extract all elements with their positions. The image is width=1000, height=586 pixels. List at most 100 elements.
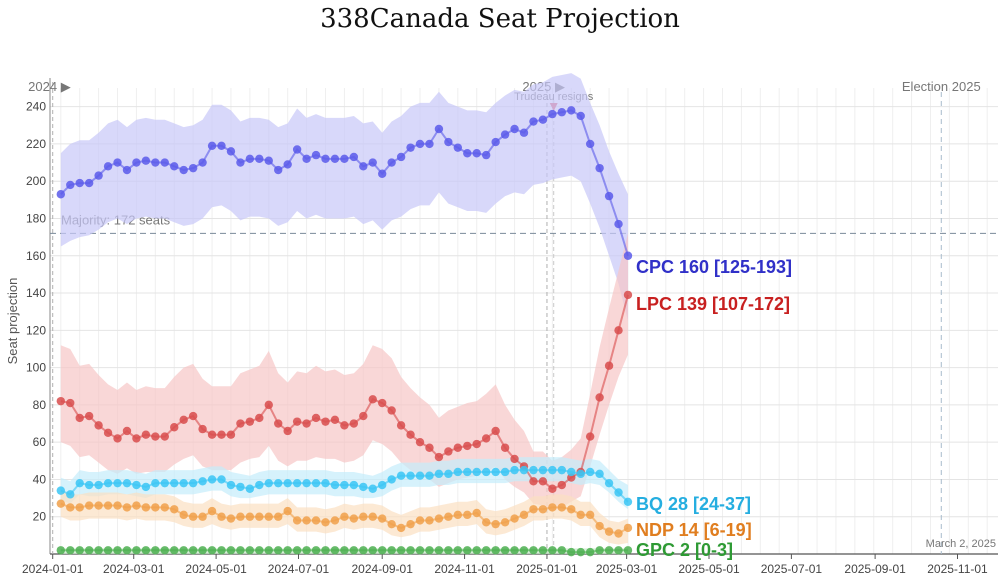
gpc-series <box>56 546 633 557</box>
gpc-point <box>368 546 377 555</box>
bq-point <box>481 467 491 477</box>
lpc-point <box>264 400 273 410</box>
cpc-point <box>396 152 406 162</box>
lpc-point <box>179 415 188 424</box>
lpc-point <box>538 477 548 486</box>
cpc-point <box>160 158 169 167</box>
lpc-point <box>198 424 207 434</box>
lpc-point <box>217 430 226 439</box>
gpc-point <box>444 546 453 555</box>
gpc-point <box>188 546 198 555</box>
bq-point <box>406 471 415 480</box>
cpc-point <box>604 191 614 201</box>
bq-point <box>141 482 151 492</box>
y-tick-label: 20 <box>33 510 47 524</box>
ndp-point <box>236 512 245 521</box>
cpc-point <box>444 137 453 147</box>
gpc-point <box>425 546 434 555</box>
cpc-point <box>255 154 264 164</box>
ndp-point <box>160 503 169 512</box>
bq-point <box>132 480 141 490</box>
cpc-point <box>122 165 132 175</box>
cpc-point <box>368 158 377 167</box>
gpc-point <box>75 546 84 555</box>
lpc-point <box>500 443 510 452</box>
cpc-final-label: CPC 160 [125-193] <box>636 257 792 277</box>
bq-point <box>188 478 198 488</box>
ndp-point <box>481 518 491 527</box>
bq-point <box>378 480 387 490</box>
gpc-point <box>463 546 472 555</box>
ndp-point <box>330 516 340 525</box>
cpc-point <box>538 115 548 124</box>
gpc-point <box>236 546 245 555</box>
bq-point <box>387 475 396 484</box>
bq-point <box>340 480 349 490</box>
bq-final-label: BQ 28 [24-37] <box>636 494 751 514</box>
gpc-point <box>255 546 264 555</box>
cpc-point <box>311 150 321 160</box>
ndp-point <box>434 514 444 523</box>
lpc-point <box>122 426 132 436</box>
bq-point <box>538 465 548 475</box>
bq-point <box>453 467 463 477</box>
bq-point <box>396 471 406 480</box>
lpc-point <box>453 443 463 452</box>
cpc-point <box>614 219 623 229</box>
bq-point <box>415 471 425 480</box>
gpc-point <box>170 546 179 555</box>
gpc-point <box>245 546 255 555</box>
gpc-point <box>292 546 302 555</box>
gpc-point <box>585 547 595 557</box>
ndp-point <box>56 499 66 508</box>
bq-point <box>614 488 623 497</box>
lpc-point <box>614 326 623 335</box>
bq-point <box>292 478 302 488</box>
ndp-point <box>472 508 481 518</box>
ndp-point <box>245 512 255 521</box>
bq-point <box>122 478 132 488</box>
gpc-point <box>113 546 122 555</box>
bq-point <box>217 475 226 484</box>
cpc-point <box>226 147 236 156</box>
ndp-point <box>425 516 434 525</box>
lpc-point <box>207 430 217 439</box>
bq-point <box>434 469 444 479</box>
lpc-point <box>557 480 567 490</box>
cpc-point <box>292 145 302 154</box>
bq-point <box>604 478 614 488</box>
gpc-point <box>529 546 538 555</box>
x-tick-label: 2025-05-01 <box>678 562 740 576</box>
lpc-point <box>56 396 66 406</box>
lpc-point <box>481 434 491 443</box>
ndp-point <box>604 527 614 536</box>
bq-point <box>283 478 292 488</box>
bq-point <box>444 469 453 479</box>
gpc-point <box>538 546 548 555</box>
bq-point <box>311 478 321 488</box>
bq-point <box>236 482 245 492</box>
gpc-point <box>311 546 321 555</box>
cpc-point <box>491 137 500 147</box>
ndp-point <box>500 518 510 527</box>
gpc-point <box>321 546 330 555</box>
ndp-point <box>510 514 519 523</box>
ndp-point <box>614 529 623 538</box>
ndp-point <box>264 512 273 521</box>
ndp-point <box>179 510 188 520</box>
gpc-point <box>387 546 396 555</box>
cpc-point <box>500 130 510 139</box>
lpc-point <box>236 419 245 428</box>
x-tick-label: 2025-09-01 <box>844 562 906 576</box>
bq-point <box>368 484 377 493</box>
gpc-point <box>491 546 500 555</box>
ndp-point <box>595 521 604 531</box>
cpc-point <box>340 154 349 164</box>
gpc-point <box>217 546 226 555</box>
ndp-point <box>226 514 236 523</box>
bq-point <box>179 478 188 488</box>
lpc-point <box>415 437 425 447</box>
lpc-point <box>359 411 368 421</box>
gpc-point <box>160 546 169 555</box>
cpc-point <box>472 149 481 158</box>
